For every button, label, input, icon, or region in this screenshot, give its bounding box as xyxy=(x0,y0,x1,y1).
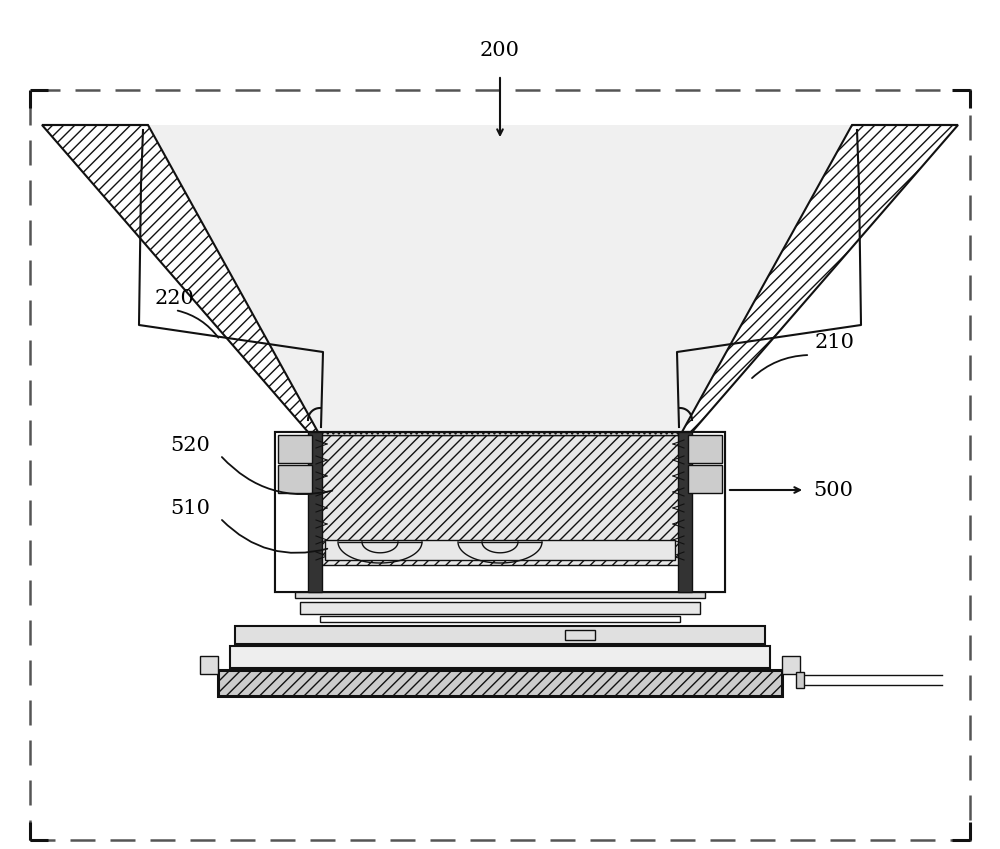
Bar xyxy=(308,432,322,592)
Text: 500: 500 xyxy=(813,481,853,499)
Bar xyxy=(295,592,705,598)
Bar xyxy=(320,616,680,622)
Bar xyxy=(230,646,770,668)
Polygon shape xyxy=(682,125,958,432)
Bar xyxy=(300,602,700,614)
Text: 510: 510 xyxy=(170,498,210,518)
Bar xyxy=(565,630,595,640)
Bar xyxy=(325,540,675,560)
Bar xyxy=(30,90,970,840)
Bar xyxy=(796,672,804,688)
Bar xyxy=(278,435,312,463)
Bar xyxy=(278,465,312,493)
Bar xyxy=(315,435,685,565)
Bar xyxy=(678,432,692,592)
Bar xyxy=(685,432,725,592)
Bar xyxy=(315,432,685,435)
Text: 220: 220 xyxy=(155,289,195,307)
Bar xyxy=(235,626,765,644)
Polygon shape xyxy=(42,125,318,432)
Text: 210: 210 xyxy=(815,333,855,351)
Text: 520: 520 xyxy=(170,436,210,454)
Bar xyxy=(200,656,218,674)
Polygon shape xyxy=(148,125,852,432)
Bar xyxy=(782,656,800,674)
Bar xyxy=(275,432,315,592)
Bar xyxy=(688,435,722,463)
Bar xyxy=(688,465,722,493)
Text: 200: 200 xyxy=(480,41,520,60)
Bar xyxy=(275,432,725,592)
Bar xyxy=(218,670,782,696)
